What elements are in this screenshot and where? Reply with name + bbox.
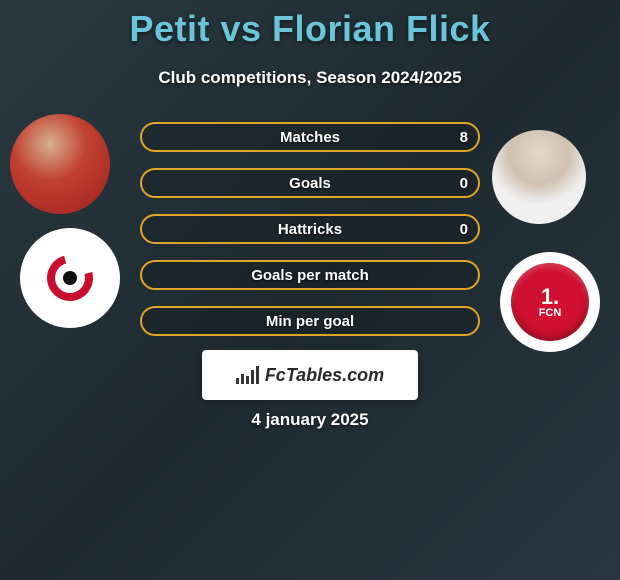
stat-row-gpm: Goals per match [140,260,480,290]
player-left-avatar [10,114,110,214]
club-right-logo: 1. FCN [500,252,600,352]
stat-label: Goals per match [251,267,369,284]
page-title: Petit vs Florian Flick [0,0,620,50]
brand-text: FcTables.com [265,365,384,386]
stat-label: Min per goal [266,313,354,330]
player-right-avatar [492,130,586,224]
stat-row-goals: Goals 0 [140,168,480,198]
stat-right-value: 0 [460,175,468,192]
stat-label: Hattricks [278,221,342,238]
stats-container: Matches 8 Goals 0 Hattricks 0 Goals per … [140,122,480,352]
stat-label: Matches [280,129,340,146]
brand-badge: FcTables.com [202,350,418,400]
date-label: 4 january 2025 [0,410,620,430]
club-left-logo [20,228,120,328]
stat-right-value: 8 [460,129,468,146]
fcn-bottom-text: FCN [539,308,562,319]
stat-row-hattricks: Hattricks 0 [140,214,480,244]
fcn-top-text: 1. [541,286,559,308]
stat-row-mpg: Min per goal [140,306,480,336]
stat-row-matches: Matches 8 [140,122,480,152]
stat-right-value: 0 [460,221,468,238]
fcn-icon: 1. FCN [511,263,589,341]
stat-label: Goals [289,175,331,192]
chart-bars-icon [236,366,259,384]
page-subtitle: Club competitions, Season 2024/2025 [0,68,620,88]
hurricane-icon [35,243,105,313]
